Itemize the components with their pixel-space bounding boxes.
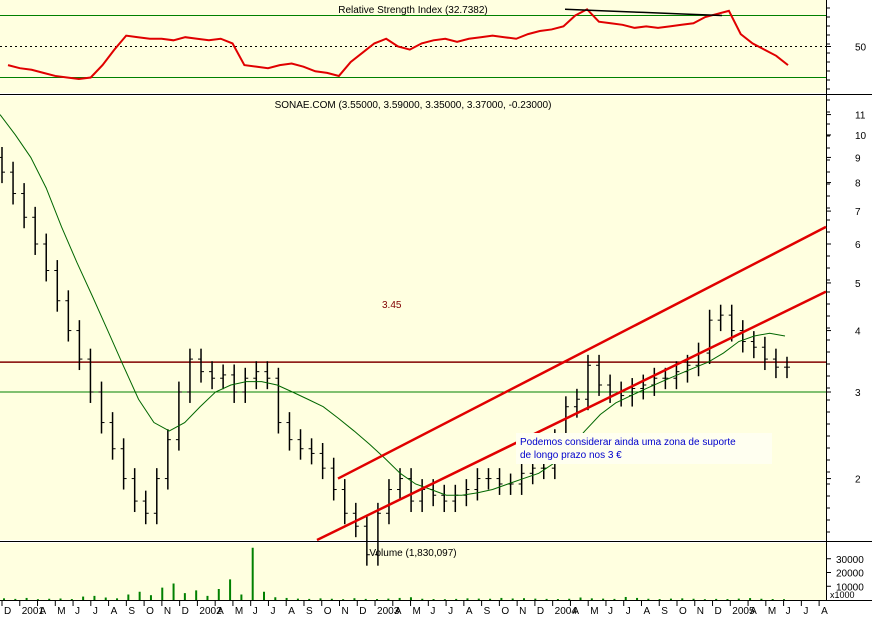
price-tick-label: 2	[855, 475, 861, 486]
price-tick-label: 6	[855, 240, 861, 251]
price-levels	[0, 361, 826, 393]
date-tick-label: N	[519, 606, 526, 617]
date-tick-label: J	[608, 606, 613, 617]
date-tick-label: J	[270, 606, 275, 617]
date-tick-label: J	[626, 606, 631, 617]
rsi-trendline	[564, 8, 723, 17]
date-tick-label: O	[679, 606, 687, 617]
date-tick-label: S	[128, 606, 135, 617]
price-tick-label: 10	[855, 131, 867, 142]
price-tick-label: 9	[855, 153, 861, 164]
date-tick-label: N	[164, 606, 171, 617]
rsi-series	[7, 8, 789, 81]
volume-tick-label: 20000	[836, 569, 864, 580]
moving-average-series	[0, 114, 786, 496]
date-tick-label: 2001	[22, 606, 45, 617]
date-tick-label: S	[661, 606, 668, 617]
date-tick-label: A	[750, 606, 757, 617]
price-tick-label: 7	[855, 207, 861, 218]
date-tick-label: J	[786, 606, 791, 617]
price-axis: 11 10 9 8 7 6 5 4 3 2	[826, 99, 867, 533]
date-tick-label: M	[768, 606, 776, 617]
price-title: SONAE.COM (3.55000, 3.59000, 3.35000, 3.…	[275, 100, 552, 111]
date-tick-label: A	[466, 606, 473, 617]
rsi-guides	[0, 15, 826, 78]
date-tick-label: A	[288, 606, 295, 617]
date-tick-label: J	[253, 606, 258, 617]
price-panel	[0, 96, 826, 540]
date-tick-label: N	[342, 606, 349, 617]
channel-upper-line	[337, 225, 827, 480]
date-tick-label: M	[413, 606, 421, 617]
rsi-line	[7, 8, 789, 81]
volume-title: Volume (1,830,097)	[369, 548, 456, 559]
date-tick-label: A	[40, 606, 47, 617]
moving-average-line	[0, 114, 786, 496]
date-tick-label: J	[93, 606, 98, 617]
date-tick-label: 2004	[555, 606, 578, 617]
price-tick-label: 8	[855, 179, 861, 190]
date-tick-label: J	[430, 606, 435, 617]
date-tick-label: J	[448, 606, 453, 617]
date-tick-label: A	[395, 606, 402, 617]
volume-unit: x1000	[830, 590, 855, 600]
trend-channel	[316, 225, 827, 542]
volume-tick-label: 30000	[836, 555, 864, 566]
note-line-2: de longo prazo nos 3 €	[520, 450, 622, 461]
date-tick-label: S	[484, 606, 491, 617]
date-tick-label: A	[111, 606, 118, 617]
date-tick-label: 2002	[199, 606, 222, 617]
date-tick-label: A	[217, 606, 224, 617]
rsi-tick-label: 50	[855, 43, 867, 54]
date-tick-label: O	[501, 606, 509, 617]
volume-bars	[3, 547, 785, 600]
date-tick-label: M	[57, 606, 65, 617]
date-tick-label: S	[306, 606, 313, 617]
date-tick-label: 2005	[732, 606, 755, 617]
date-tick-label: O	[324, 606, 332, 617]
date-tick-label: O	[146, 606, 154, 617]
rsi-title: Relative Strength Index (32.7382)	[338, 5, 488, 16]
channel-lower-line	[316, 290, 827, 542]
note-box	[516, 433, 772, 464]
date-tick-label: M	[590, 606, 598, 617]
date-tick-label: D	[182, 606, 189, 617]
rsi-axis: 50	[826, 7, 867, 90]
resistance-label: 3.45	[382, 300, 402, 311]
price-tick-label: 4	[855, 327, 861, 338]
date-tick-label: D	[537, 606, 544, 617]
date-tick-label: M	[235, 606, 243, 617]
note-line-1: Podemos considerar ainda uma zona de sup…	[520, 437, 736, 448]
price-tick-label: 11	[855, 111, 866, 122]
date-tick-label: A	[572, 606, 579, 617]
date-tick-label: A	[643, 606, 650, 617]
price-tick-label: 3	[855, 388, 861, 399]
date-tick-label: D	[359, 606, 366, 617]
date-tick-label: N	[697, 606, 704, 617]
volume-panel	[0, 543, 826, 600]
date-tick-label: J	[803, 606, 808, 617]
volume-tick-label: 10000	[836, 582, 864, 593]
volume-axis: 30000 20000 10000	[826, 555, 864, 593]
date-tick-label: D	[4, 606, 11, 617]
price-tick-label: 5	[855, 279, 861, 290]
date-tick-label: 2003	[377, 606, 400, 617]
date-tick-label: J	[75, 606, 80, 617]
date-tick-label: A	[821, 606, 828, 617]
date-tick-label: D	[715, 606, 722, 617]
